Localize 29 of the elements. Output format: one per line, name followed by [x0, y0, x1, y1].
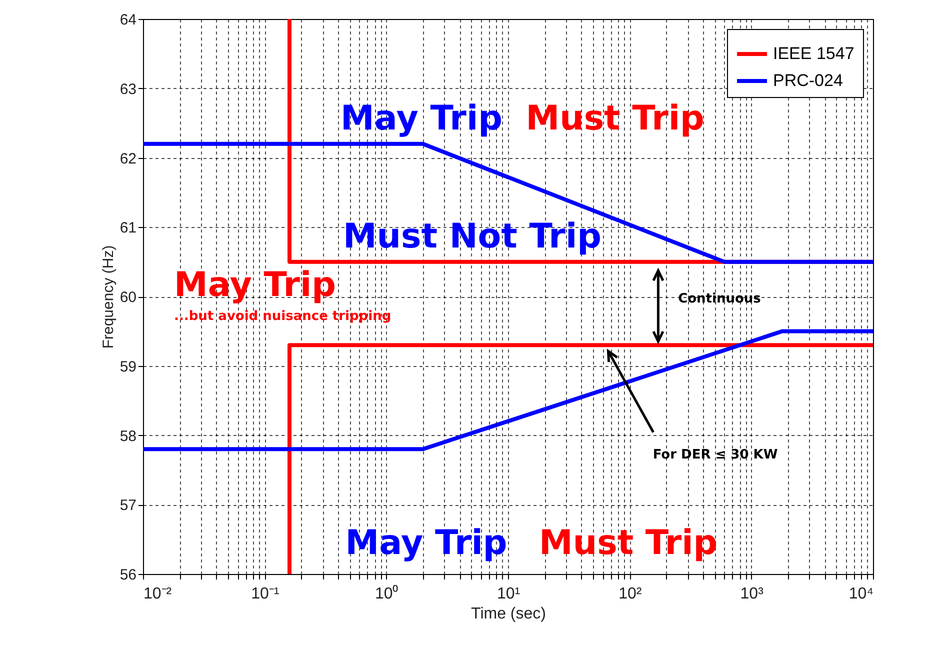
- x-tick-label: 10⁰: [374, 584, 399, 602]
- x-tick-label: 10³: [740, 586, 764, 602]
- annotation: May Trip: [345, 523, 508, 564]
- y-tick-label: 58: [120, 428, 136, 445]
- y-tick-label: 57: [120, 497, 136, 514]
- legend-label: IEEE 1547: [773, 44, 854, 63]
- y-tick-label: 62: [120, 150, 136, 168]
- x-tick-label: 10⁻²: [144, 586, 172, 602]
- x-tick-label: 10⁻¹: [251, 586, 280, 602]
- annotation: Must Trip: [539, 523, 718, 564]
- annotation: Must Not Trip: [342, 216, 602, 257]
- y-tick-label: 61: [120, 220, 136, 237]
- y-tick-label: 56: [120, 566, 136, 584]
- x-tick-label: 10⁴: [848, 586, 874, 602]
- y-axis-title: Frequency (Hz): [100, 245, 117, 349]
- annotation: For DER ≤ 30 KW: [652, 448, 778, 463]
- x-axis-title: Time (sec): [471, 606, 546, 622]
- x-tick-label: 10¹: [496, 586, 520, 602]
- y-tick-label: 63: [120, 80, 136, 98]
- annotation: Continuous: [678, 292, 762, 307]
- y-tick-label: 59: [120, 358, 136, 376]
- annotation: Must Trip: [526, 98, 704, 139]
- y-tick-label: 60: [120, 289, 136, 306]
- x-tick-label: 10²: [618, 586, 642, 602]
- annotation: ...but avoid nuisance tripping: [174, 308, 392, 324]
- legend-label: PRC-024: [773, 71, 843, 90]
- annotation: May Trip: [174, 265, 336, 306]
- y-tick-label: 64: [120, 12, 136, 28]
- annotation: May Trip: [340, 98, 502, 139]
